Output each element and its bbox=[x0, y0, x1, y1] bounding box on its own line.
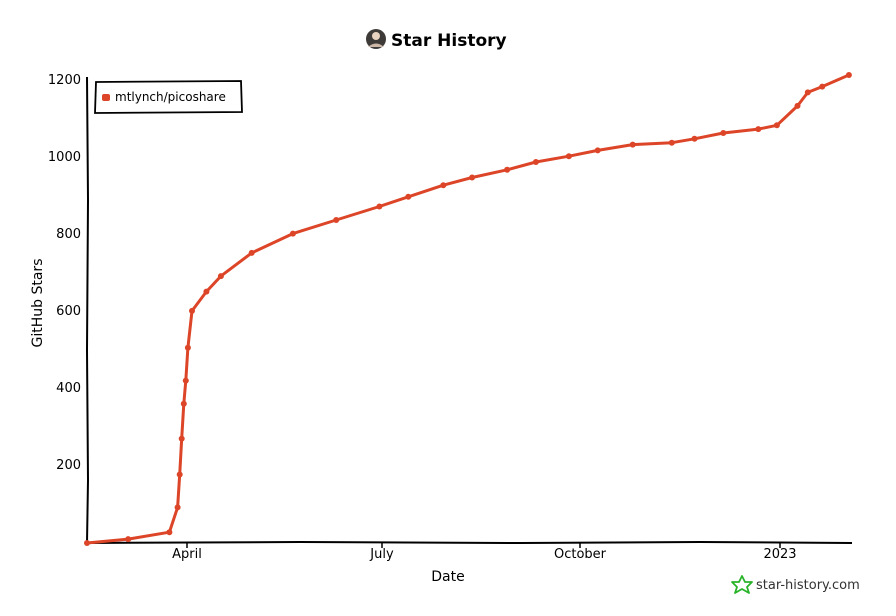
data-point bbox=[794, 102, 801, 109]
data-point bbox=[440, 182, 447, 189]
data-point bbox=[629, 141, 636, 148]
user-avatar-icon bbox=[366, 29, 386, 49]
data-point bbox=[532, 159, 539, 165]
legend-swatch bbox=[102, 94, 110, 101]
x-axis-line bbox=[85, 540, 853, 545]
data-point bbox=[845, 72, 852, 78]
legend-box bbox=[94, 80, 243, 114]
data-point bbox=[217, 273, 224, 280]
series-layer bbox=[84, 72, 852, 546]
data-point bbox=[755, 126, 762, 133]
y-tick-label: 1200 bbox=[48, 73, 81, 88]
x-tick-label: July bbox=[369, 547, 394, 562]
legend-label: mtlynch/picoshare bbox=[115, 90, 226, 104]
y-axis-ticks: 200 400 600 800 1000 1200 bbox=[48, 73, 81, 473]
data-point bbox=[691, 135, 698, 142]
legend: mtlynch/picoshare bbox=[94, 80, 243, 114]
data-point bbox=[469, 174, 476, 181]
data-point bbox=[804, 89, 811, 96]
data-point bbox=[333, 217, 340, 223]
data-point bbox=[182, 377, 189, 384]
data-point bbox=[189, 307, 195, 314]
data-point bbox=[184, 344, 191, 351]
series-line bbox=[85, 73, 851, 545]
data-point bbox=[773, 122, 780, 129]
watermark: star-history.com bbox=[731, 575, 860, 594]
y-tick-label: 200 bbox=[56, 458, 81, 473]
data-point bbox=[720, 130, 727, 136]
data-point bbox=[125, 536, 132, 543]
data-point bbox=[166, 529, 173, 536]
data-point bbox=[405, 193, 412, 200]
data-point bbox=[248, 249, 255, 256]
x-axis-ticks: April July October 2023 bbox=[172, 543, 797, 562]
data-point bbox=[176, 471, 183, 478]
y-axis-label: GitHub Stars bbox=[30, 259, 46, 348]
axes bbox=[85, 76, 853, 545]
data-point bbox=[565, 153, 572, 160]
x-tick-label: October bbox=[554, 547, 607, 562]
y-tick-label: 800 bbox=[56, 227, 81, 242]
data-point bbox=[376, 203, 383, 210]
star-icon bbox=[731, 575, 753, 594]
data-point bbox=[178, 435, 185, 442]
x-tick-label: April bbox=[172, 547, 202, 562]
data-point bbox=[819, 83, 826, 90]
data-point bbox=[504, 166, 511, 173]
y-tick-label: 600 bbox=[56, 304, 81, 319]
x-axis-label: Date bbox=[431, 569, 464, 585]
y-tick-label: 1000 bbox=[48, 150, 81, 165]
watermark-text: star-history.com bbox=[756, 578, 860, 593]
x-tick-label: 2023 bbox=[763, 547, 796, 562]
data-point bbox=[289, 230, 296, 237]
data-point bbox=[174, 504, 181, 511]
data-point bbox=[84, 540, 90, 546]
data-point bbox=[180, 400, 187, 407]
data-point bbox=[203, 288, 210, 295]
data-point bbox=[594, 147, 601, 154]
data-point bbox=[668, 139, 675, 146]
chart-header: Star History bbox=[366, 29, 507, 51]
y-axis-line bbox=[85, 76, 90, 544]
y-tick-label: 400 bbox=[56, 381, 81, 396]
chart-title: Star History bbox=[391, 31, 507, 51]
